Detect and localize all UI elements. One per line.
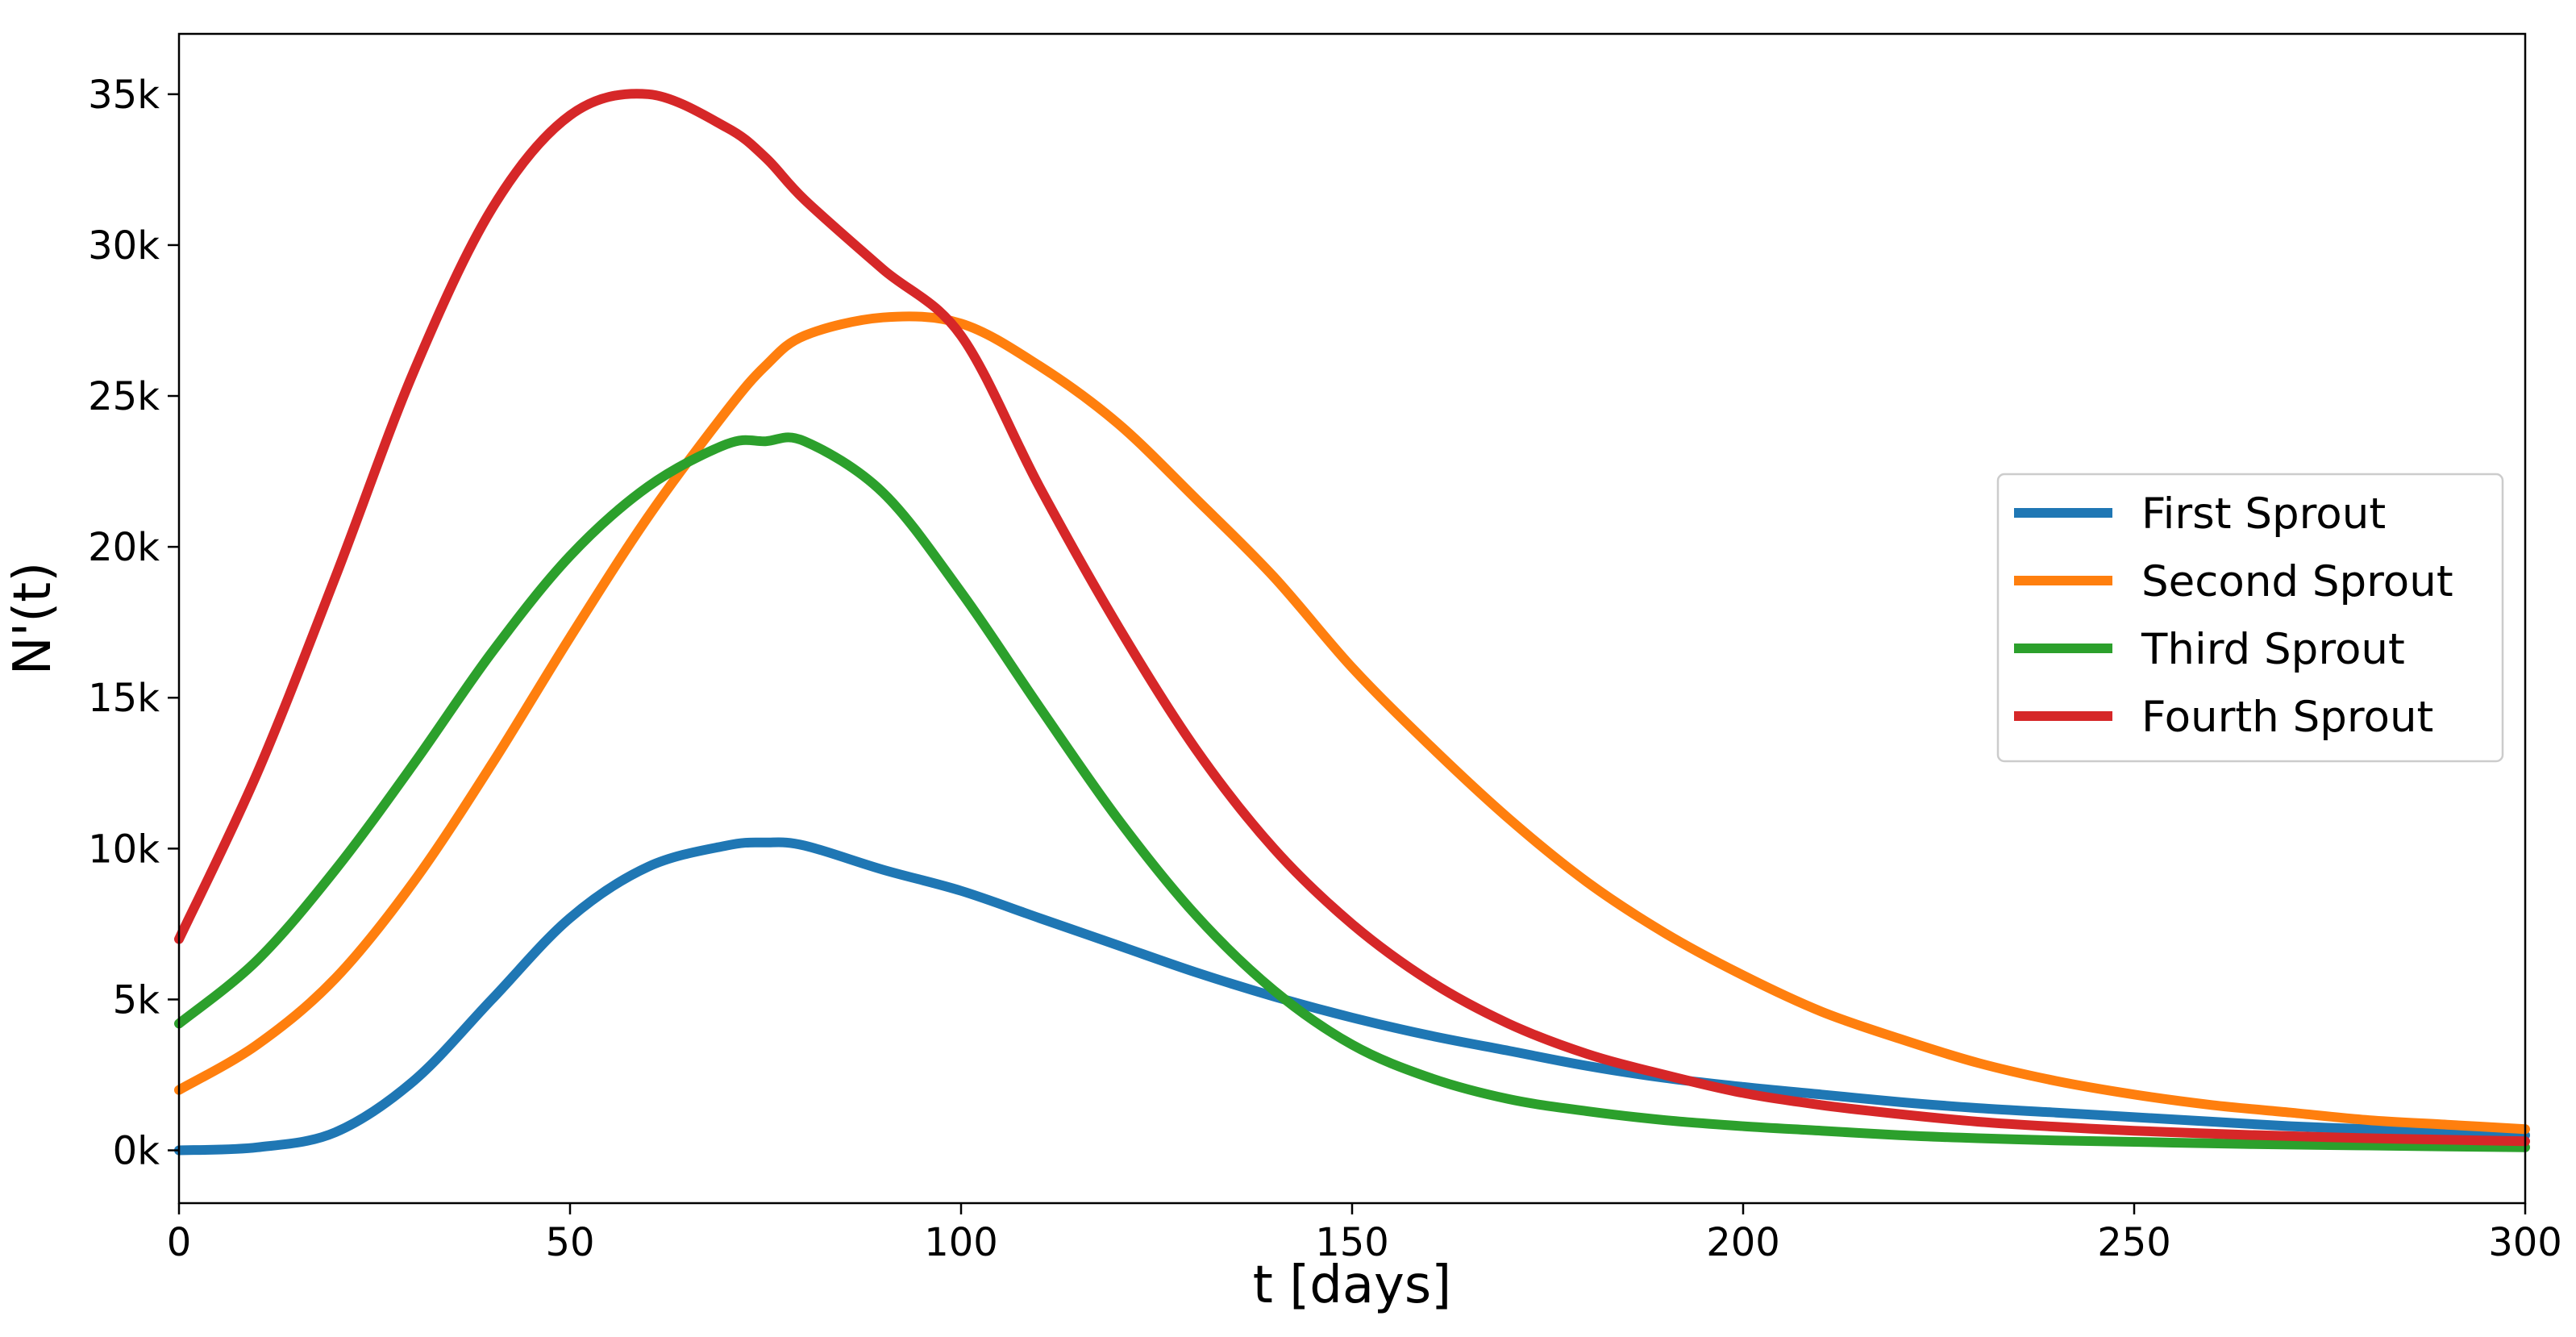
y-tick-label: 10k — [88, 827, 160, 872]
x-tick-label: 200 — [1706, 1220, 1780, 1265]
legend-frame — [1996, 473, 2504, 763]
y-tick-label: 35k — [88, 73, 160, 118]
x-tick-label: 100 — [924, 1220, 998, 1265]
x-tick-label: 250 — [2097, 1220, 2171, 1265]
x-tick-label: 300 — [2488, 1220, 2562, 1265]
legend-label-2: Second Sprout — [2141, 557, 2453, 606]
y-tick-label: 5k — [113, 977, 160, 1023]
legend-label-3: Third Sprout — [2141, 625, 2405, 674]
x-tick-label: 50 — [545, 1220, 594, 1265]
series-line-4 — [174, 89, 2530, 1147]
legend-label-4: Fourth Sprout — [2141, 693, 2433, 742]
y-tick-label: 25k — [88, 374, 160, 419]
series-line-3 — [174, 432, 2530, 1152]
legend: First Sprout Second Sprout Third Sprout Fou… — [1996, 473, 2504, 763]
y-tick-label: 15k — [88, 676, 160, 721]
y-tick-label: 30k — [88, 223, 160, 269]
y-tick-label: 20k — [88, 525, 160, 570]
legend-label-1: First Sprout — [2141, 489, 2386, 539]
x-tick-label: 150 — [1315, 1220, 1389, 1265]
x-axis-label: t [days] — [1253, 1256, 1451, 1315]
x-tick-label: 0 — [167, 1220, 192, 1265]
y-axis-label: N'(t) — [3, 562, 63, 676]
series-line-2 — [174, 311, 2530, 1135]
y-tick-label: 0k — [113, 1129, 160, 1174]
